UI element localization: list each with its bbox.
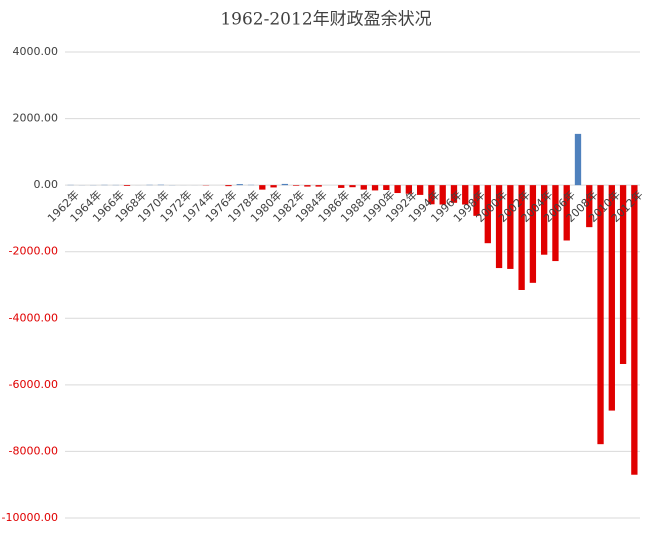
bar — [394, 185, 401, 194]
y-tick-label: -8000.00 — [9, 444, 58, 457]
bar — [495, 185, 503, 269]
bar — [619, 185, 627, 364]
y-tick-label: -4000.00 — [9, 311, 58, 324]
bar — [608, 185, 615, 411]
bar — [574, 133, 582, 186]
bar — [563, 185, 570, 241]
bar — [349, 185, 356, 188]
bar — [123, 185, 131, 186]
bar — [360, 185, 367, 190]
bar — [529, 185, 537, 283]
bar — [270, 185, 277, 188]
bar — [450, 185, 458, 203]
bar — [462, 185, 469, 205]
y-tick-label: -6000.00 — [9, 378, 58, 391]
bar — [371, 185, 379, 191]
bar — [484, 185, 491, 244]
bar — [383, 185, 390, 191]
y-tick-label: 4000.00 — [13, 45, 59, 58]
bar — [259, 185, 266, 190]
bar — [315, 185, 322, 187]
bar — [416, 185, 424, 195]
bar — [292, 185, 300, 186]
bar — [439, 185, 446, 205]
bar — [281, 183, 289, 186]
bar — [428, 185, 435, 205]
y-tick-label: 0.00 — [34, 178, 59, 191]
y-tick-label: -10000.00 — [2, 511, 58, 524]
bar — [518, 185, 525, 290]
bar — [225, 185, 232, 187]
bar — [338, 185, 345, 188]
bar — [631, 185, 638, 475]
bar — [304, 185, 311, 187]
bar — [473, 185, 480, 216]
bar — [552, 185, 559, 262]
y-tick-label: 2000.00 — [13, 112, 59, 125]
chart-title: 1962-2012年财政盈余状况 — [220, 10, 431, 30]
bar — [541, 185, 548, 255]
bar — [507, 185, 514, 269]
bar — [236, 184, 243, 186]
bar — [405, 185, 413, 194]
bar — [586, 185, 593, 228]
bar — [597, 185, 604, 445]
y-tick-label: -2000.00 — [9, 245, 58, 258]
